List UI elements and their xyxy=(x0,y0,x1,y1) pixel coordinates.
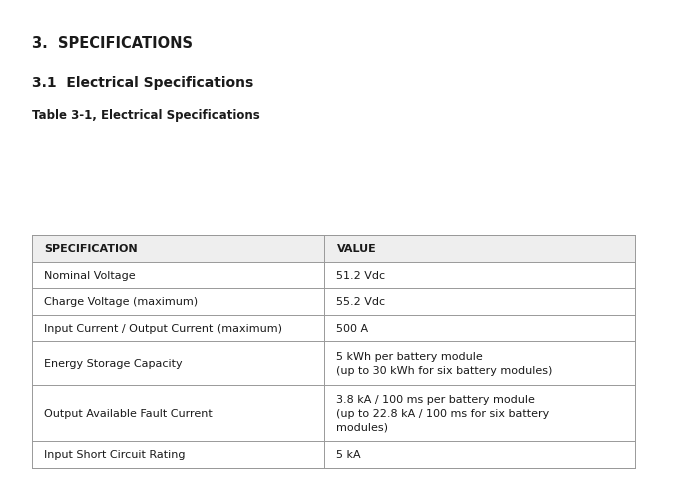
Text: 3.  SPECIFICATIONS: 3. SPECIFICATIONS xyxy=(32,36,193,51)
Text: 5 kWh per battery module
(up to 30 kWh for six battery modules): 5 kWh per battery module (up to 30 kWh f… xyxy=(336,351,553,375)
Text: Energy Storage Capacity: Energy Storage Capacity xyxy=(44,358,183,368)
Text: Input Short Circuit Rating: Input Short Circuit Rating xyxy=(44,449,185,459)
Text: SPECIFICATION: SPECIFICATION xyxy=(44,244,138,254)
Text: 3.8 kA / 100 ms per battery module
(up to 22.8 kA / 100 ms for six battery
modul: 3.8 kA / 100 ms per battery module (up t… xyxy=(336,395,550,432)
Text: Output Available Fault Current: Output Available Fault Current xyxy=(44,408,212,418)
Text: 500 A: 500 A xyxy=(336,323,368,333)
Text: Input Current / Output Current (maximum): Input Current / Output Current (maximum) xyxy=(44,323,282,333)
Text: VALUE: VALUE xyxy=(336,244,376,254)
Text: Table 3-1, Electrical Specifications: Table 3-1, Electrical Specifications xyxy=(32,109,259,122)
Bar xyxy=(32,236,635,262)
Text: 5 kA: 5 kA xyxy=(336,449,361,459)
Text: Nominal Voltage: Nominal Voltage xyxy=(44,270,136,280)
Bar xyxy=(32,236,635,468)
Text: Charge Voltage (maximum): Charge Voltage (maximum) xyxy=(44,297,198,307)
Text: 51.2 Vdc: 51.2 Vdc xyxy=(336,270,385,280)
Text: 55.2 Vdc: 55.2 Vdc xyxy=(336,297,385,307)
Text: 3.1  Electrical Specifications: 3.1 Electrical Specifications xyxy=(32,76,253,90)
